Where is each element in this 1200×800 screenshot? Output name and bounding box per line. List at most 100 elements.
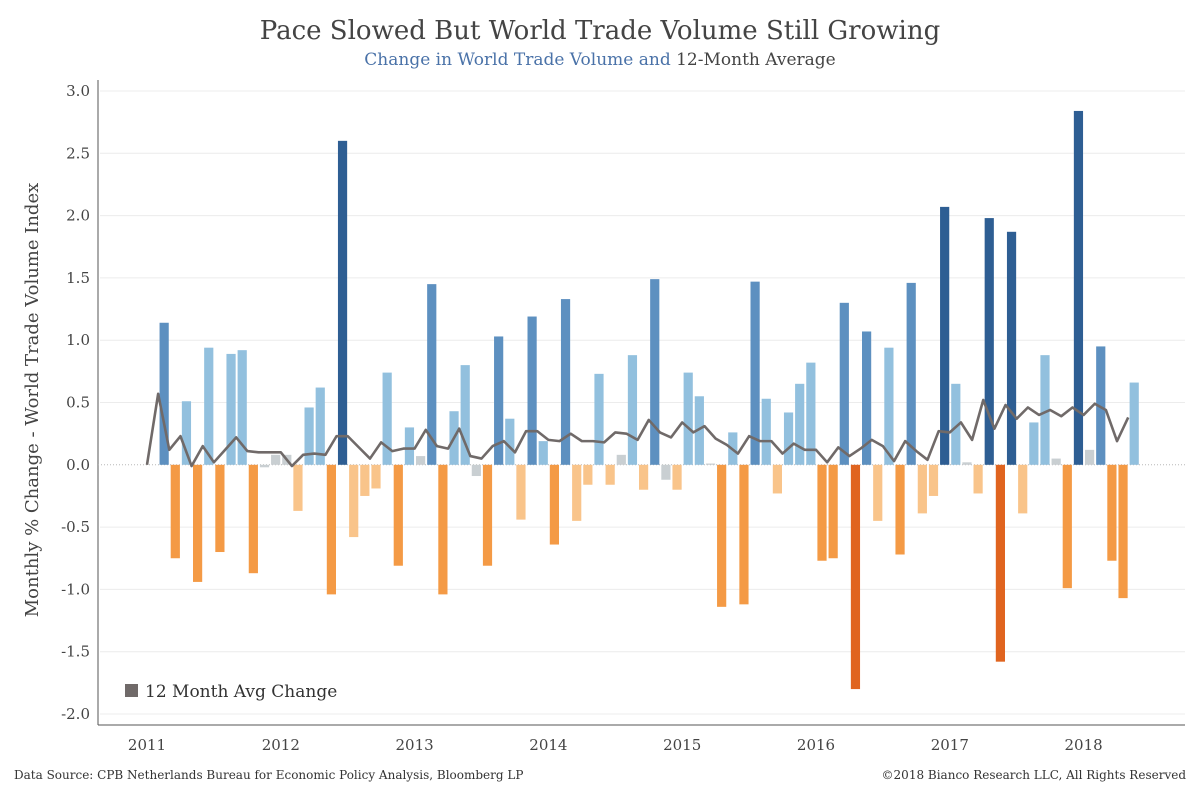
bar (293, 464, 303, 511)
y-axis-label: Monthly % Change - World Trade Volume In… (22, 183, 43, 618)
bar (248, 464, 258, 574)
bar (1073, 110, 1084, 465)
bar-layer (159, 110, 1139, 690)
bar (650, 279, 660, 465)
legend: 12 Month Avg Change (125, 682, 337, 702)
bar (717, 464, 727, 607)
subtitle-part-change: Change in World Trade Volume and (364, 50, 671, 70)
bar (572, 464, 582, 521)
bar (360, 464, 370, 496)
bar (862, 331, 872, 465)
bar (1029, 422, 1039, 465)
bar (326, 464, 336, 595)
subtitle-part-average: 12-Month Average (676, 50, 836, 70)
x-tick-label: 2015 (663, 736, 701, 754)
bar (304, 407, 314, 465)
bar (393, 464, 403, 566)
x-tick-label: 2014 (529, 736, 567, 754)
bar (471, 464, 481, 477)
bar (672, 464, 682, 490)
bar (973, 464, 983, 494)
bar (739, 464, 749, 605)
bar (594, 373, 604, 465)
y-tick-label: 1.5 (66, 269, 90, 287)
bar (1129, 382, 1139, 465)
bar (705, 463, 716, 465)
bar (181, 401, 192, 465)
bar (984, 218, 994, 465)
bar (382, 372, 392, 465)
bar (951, 383, 961, 465)
bar (917, 464, 927, 514)
bar (438, 464, 448, 595)
y-tick-label: -1.5 (61, 643, 90, 661)
legend-label: 12 Month Avg Change (145, 682, 337, 702)
bar (906, 282, 916, 465)
avg-line (145, 392, 1130, 468)
bar (661, 464, 671, 480)
bar (482, 464, 493, 566)
bar (1051, 458, 1061, 465)
bar (193, 464, 203, 582)
grid-layer (100, 90, 1185, 715)
bar (337, 140, 348, 465)
bar (416, 456, 426, 465)
bar (783, 412, 794, 465)
bar (505, 418, 515, 465)
line-layer (145, 392, 1130, 468)
bar (828, 464, 838, 559)
bar (259, 464, 270, 468)
bar (940, 206, 950, 465)
data-source-note: Data Source: CPB Netherlands Bureau for … (14, 768, 524, 782)
chart-subtitle: Change in World Trade Volume and 12-Mont… (0, 50, 1200, 70)
x-tick-label: 2013 (396, 736, 434, 754)
bar (1118, 464, 1128, 599)
bar (271, 454, 281, 465)
x-tick-label: 2012 (262, 736, 300, 754)
bar (549, 464, 559, 545)
bar (538, 441, 548, 465)
bar (761, 398, 771, 465)
bar (1018, 464, 1028, 514)
bar (1006, 231, 1017, 465)
bar (605, 464, 615, 485)
y-tick-label: -0.5 (61, 518, 90, 536)
bar (1040, 355, 1050, 465)
bar (460, 365, 470, 465)
bar (806, 362, 816, 465)
bar (995, 464, 1005, 662)
y-tick-label: 3.0 (66, 82, 90, 100)
bar (1062, 464, 1072, 589)
bar (527, 316, 537, 465)
bar (928, 464, 939, 496)
legend-swatch (125, 684, 138, 697)
bar (839, 302, 849, 465)
axis-layer: 3.0 2.5 2.0 1.5 1.0 0.5 0.0 -0.5 -1.0 -1.5 -2.0 201… (61, 80, 1185, 754)
bar (772, 464, 782, 494)
bar (850, 464, 861, 690)
copyright-note: ©2018 Bianco Research LLC, All Rights Re… (881, 768, 1186, 782)
bar (639, 464, 649, 490)
x-tick-label: 2016 (797, 736, 835, 754)
bar (427, 284, 437, 465)
y-tick-label: 2.0 (66, 207, 90, 225)
bar (616, 454, 626, 465)
bar (516, 464, 526, 520)
bar (1085, 449, 1095, 465)
bar (873, 464, 883, 521)
bar (884, 347, 894, 465)
y-tick-label: 2.5 (66, 144, 90, 162)
bar (962, 462, 972, 465)
y-tick-label: 0.0 (66, 456, 90, 474)
bar (583, 464, 593, 485)
bar (1107, 464, 1117, 561)
y-tick-label: 0.5 (66, 394, 90, 412)
bar (750, 281, 760, 465)
bar (215, 464, 225, 553)
bar (371, 464, 381, 489)
bar (494, 336, 504, 465)
y-tick-label: -1.0 (61, 580, 90, 598)
bar (204, 347, 214, 465)
bar (683, 372, 693, 465)
